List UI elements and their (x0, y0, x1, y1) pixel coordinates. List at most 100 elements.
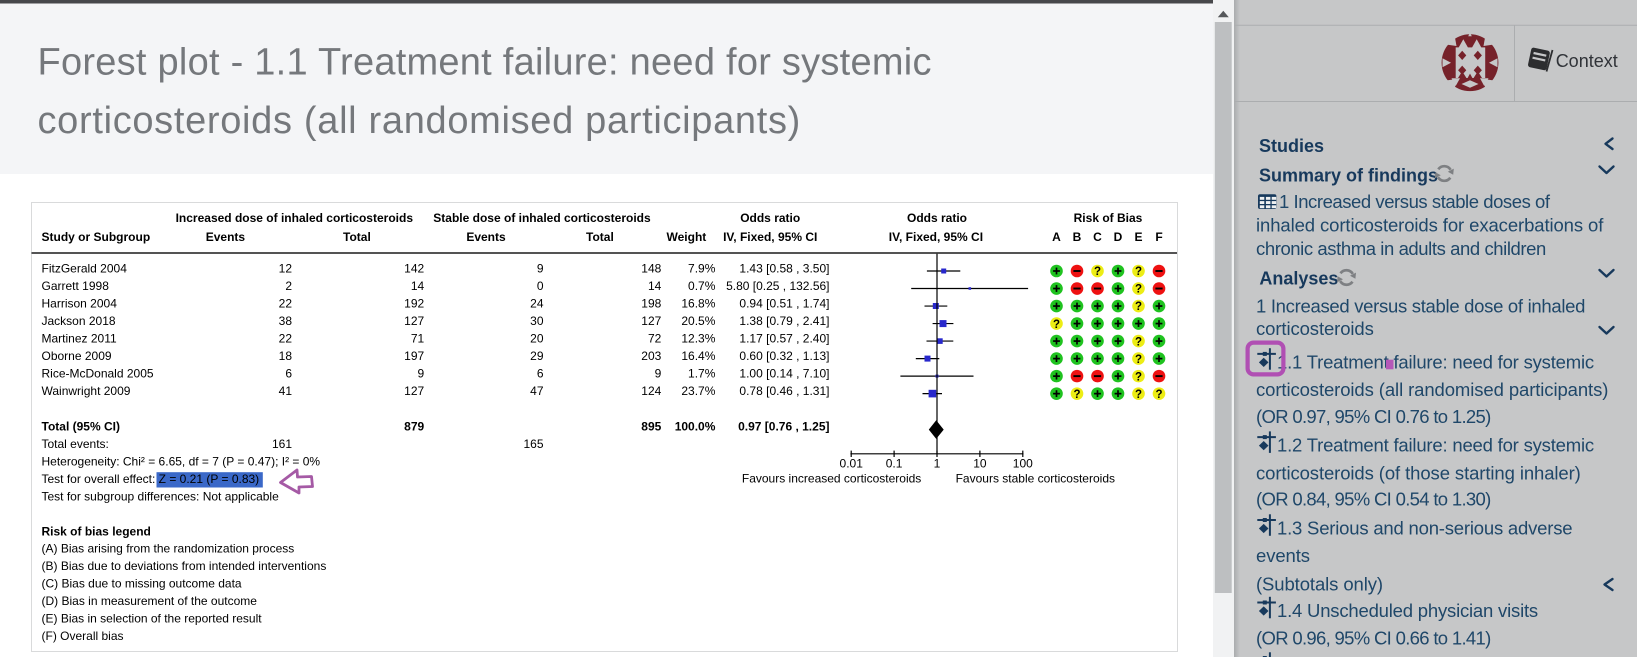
svg-text:corticosteroids: corticosteroids (1256, 318, 1374, 339)
svg-text:0.78 [0.46 , 1.31]: 0.78 [0.46 , 1.31] (739, 384, 829, 398)
svg-text:0.01: 0.01 (840, 457, 864, 471)
svg-text:20: 20 (530, 332, 544, 346)
svg-text:Wainwright 2009: Wainwright 2009 (42, 384, 131, 398)
svg-text:?: ? (1135, 336, 1142, 348)
svg-text:Harrison 2004: Harrison 2004 (42, 297, 118, 311)
svg-text:1.00 [0.14 , 7.10]: 1.00 [0.14 , 7.10] (739, 367, 829, 381)
svg-text:Garrett 1998: Garrett 1998 (42, 279, 110, 293)
svg-text:1: 1 (934, 457, 941, 471)
svg-text:0.94 [0.51 , 1.74]: 0.94 [0.51 , 1.74] (739, 297, 829, 311)
svg-text:148: 148 (641, 262, 661, 276)
svg-text:47: 47 (530, 384, 544, 398)
svg-text:197: 197 (404, 349, 424, 363)
svg-text:Total: Total (586, 230, 614, 244)
svg-text:1.4 Unscheduled physician visi: 1.4 Unscheduled physician visits (1277, 600, 1538, 621)
svg-text:100: 100 (1013, 457, 1033, 471)
svg-text:(OR 0.97, 95% CI 0.76 to 1.25): (OR 0.97, 95% CI 0.76 to 1.25) (1256, 406, 1491, 427)
svg-text:16.8%: 16.8% (681, 297, 715, 311)
svg-text:Rice-McDonald 2005: Rice-McDonald 2005 (42, 367, 154, 381)
svg-text:100.0%: 100.0% (675, 420, 716, 434)
svg-text:Analyses: Analyses (1259, 269, 1338, 289)
svg-text:9: 9 (418, 367, 425, 381)
svg-text:corticosteroids (all randomise: corticosteroids (all randomised particip… (1256, 379, 1608, 400)
svg-text:Martinez 2011: Martinez 2011 (42, 332, 117, 346)
svg-text:chronic asthma in adults and c: chronic asthma in adults and children (1256, 238, 1546, 259)
svg-text:0.7%: 0.7% (688, 279, 716, 293)
svg-text:(OR 0.96, 95% CI 0.66 to 1.41): (OR 0.96, 95% CI 0.66 to 1.41) (1256, 628, 1491, 649)
svg-text:(B) Bias due to deviations fro: (B) Bias due to deviations from intended… (42, 559, 327, 573)
svg-text:(A) Bias arising from the rand: (A) Bias arising from the randomization … (42, 542, 295, 556)
svg-text:38: 38 (279, 314, 293, 328)
svg-text:?: ? (1135, 354, 1142, 366)
svg-text:(C) Bias due to missing outcom: (C) Bias due to missing outcome data (42, 577, 242, 591)
svg-text:?: ? (1094, 266, 1101, 278)
svg-text:IV, Fixed, 95% CI: IV, Fixed, 95% CI (723, 230, 817, 244)
svg-text:127: 127 (641, 314, 661, 328)
svg-text:5.80 [0.25 , 132.56]: 5.80 [0.25 , 132.56] (726, 279, 829, 293)
svg-text:71: 71 (411, 332, 425, 346)
svg-text:Heterogeneity: Chi² = 6.65, df: Heterogeneity: Chi² = 6.65, df = 7 (P = … (42, 455, 321, 469)
svg-text:23.7%: 23.7% (681, 384, 715, 398)
svg-text:Total events:: Total events: (42, 437, 109, 451)
svg-text:A: A (1052, 230, 1061, 244)
svg-text:Odds ratio: Odds ratio (740, 211, 800, 225)
svg-text:Studies: Studies (1259, 136, 1324, 156)
svg-text:9: 9 (655, 367, 662, 381)
svg-text:192: 192 (404, 297, 424, 311)
svg-text:?: ? (1135, 301, 1142, 313)
svg-text:Context: Context (1556, 51, 1618, 71)
svg-text:165: 165 (523, 437, 543, 451)
svg-text:879: 879 (404, 420, 424, 434)
svg-text:Test for subgroup differences:: Test for subgroup differences: Not appli… (42, 489, 280, 503)
svg-text:124: 124 (641, 384, 661, 398)
svg-text:1 Increased versus stable dose: 1 Increased versus stable doses of (1279, 191, 1551, 212)
svg-text:6: 6 (537, 367, 544, 381)
svg-text:D: D (1114, 230, 1123, 244)
svg-text:1.38 [0.79 , 2.41]: 1.38 [0.79 , 2.41] (739, 314, 829, 328)
svg-text:7.9%: 7.9% (688, 262, 716, 276)
svg-text:0.1: 0.1 (886, 457, 903, 471)
svg-text:1.7%: 1.7% (688, 367, 716, 381)
svg-text:Oborne 2009: Oborne 2009 (42, 349, 112, 363)
svg-text:Study or Subgroup: Study or Subgroup (42, 230, 151, 244)
svg-text:161: 161 (272, 437, 292, 451)
svg-text:Summary of findings: Summary of findings (1259, 165, 1438, 185)
svg-text:0.60 [0.32 , 1.13]: 0.60 [0.32 , 1.13] (739, 349, 829, 363)
svg-text:Stable dose of inhaled cortico: Stable dose of inhaled corticosteroids (433, 211, 651, 225)
svg-text:1 Increased versus stable dose: 1 Increased versus stable dose of inhale… (1256, 296, 1585, 317)
svg-text:0: 0 (537, 279, 544, 293)
svg-text:203: 203 (641, 349, 661, 363)
svg-text:Odds ratio: Odds ratio (907, 211, 967, 225)
svg-text:Favours stable corticosteroids: Favours stable corticosteroids (956, 472, 1115, 486)
svg-text:14: 14 (648, 279, 662, 293)
svg-text:895: 895 (641, 420, 661, 434)
svg-text:IV, Fixed, 95% CI: IV, Fixed, 95% CI (889, 230, 983, 244)
svg-text:corticosteroids (of those star: corticosteroids (of those starting inhal… (1256, 463, 1581, 484)
svg-text:B: B (1073, 230, 1082, 244)
svg-text:(OR 0.84, 95% CI 0.54 to 1.30): (OR 0.84, 95% CI 0.54 to 1.30) (1256, 489, 1491, 510)
svg-text:127: 127 (404, 384, 424, 398)
svg-text:?: ? (1135, 389, 1142, 401)
svg-text:(Subtotals only): (Subtotals only) (1256, 573, 1383, 594)
svg-text:30: 30 (530, 314, 544, 328)
svg-text:Increased dose of inhaled cort: Increased dose of inhaled corticosteroid… (176, 211, 414, 225)
svg-text:F: F (1155, 230, 1162, 244)
svg-text:2: 2 (285, 279, 292, 293)
svg-text:72: 72 (648, 332, 662, 346)
svg-text:inhaled corticosteroids for ex: inhaled corticosteroids for exacerbation… (1256, 215, 1604, 236)
svg-text:41: 41 (279, 384, 293, 398)
svg-text:24: 24 (530, 297, 544, 311)
svg-text:14: 14 (411, 279, 425, 293)
svg-text:Weight: Weight (667, 230, 707, 244)
svg-text:1.43 [0.58 , 3.50]: 1.43 [0.58 , 3.50] (739, 262, 829, 276)
svg-text:FitzGerald 2004: FitzGerald 2004 (42, 262, 128, 276)
svg-text:Jackson 2018: Jackson 2018 (42, 314, 116, 328)
svg-text:22: 22 (279, 297, 293, 311)
svg-text:Total: Total (343, 230, 371, 244)
svg-text:0.97 [0.76 , 1.25]: 0.97 [0.76 , 1.25] (738, 420, 829, 434)
svg-text:18: 18 (279, 349, 293, 363)
svg-text:corticosteroids (all randomise: corticosteroids (all randomised particip… (38, 100, 801, 142)
svg-text:?: ? (1135, 371, 1142, 383)
svg-text:E: E (1134, 230, 1142, 244)
svg-text:16.4%: 16.4% (681, 349, 715, 363)
